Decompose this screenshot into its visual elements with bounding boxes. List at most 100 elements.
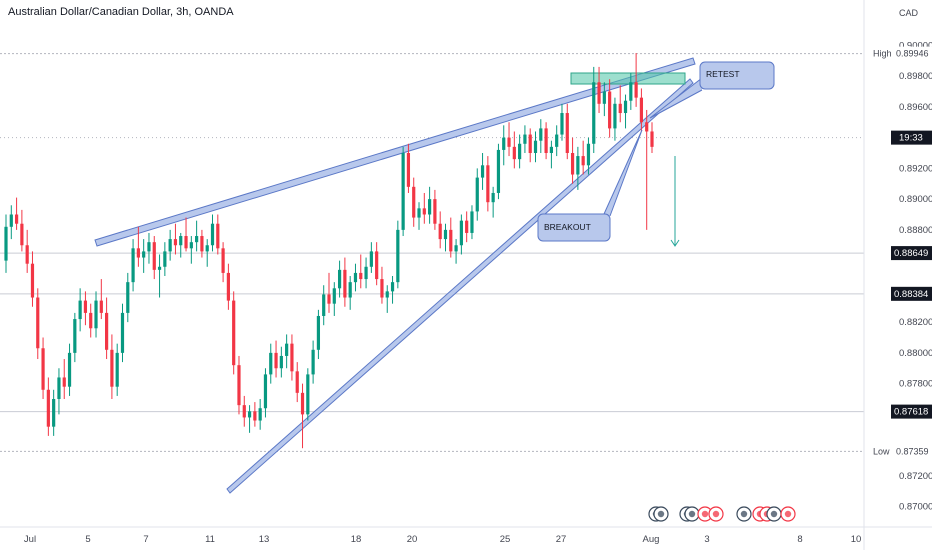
drawings[interactable] [94, 57, 696, 494]
candle-body [560, 113, 564, 135]
candle-body [486, 165, 490, 203]
candle-body [576, 156, 580, 175]
candle-body [406, 153, 411, 187]
candle-body [242, 405, 246, 418]
candle-body [592, 82, 596, 144]
retest-callout[interactable] [699, 61, 775, 90]
candle-body [226, 272, 230, 301]
candle-body [565, 113, 569, 153]
candle-body [428, 199, 432, 215]
candle-body [237, 365, 241, 406]
candle-body [465, 220, 469, 233]
candle-body [46, 389, 50, 427]
level-value: 0.87359 [896, 446, 929, 456]
candle-body [274, 352, 278, 369]
event-marker-dot [688, 510, 696, 518]
chart-title: Australian Dollar/Canadian Dollar, 3h, O… [8, 6, 234, 18]
candle-body [173, 239, 178, 246]
candle-body [110, 349, 114, 387]
target-arrow-head [670, 239, 680, 247]
lower-trendline[interactable] [226, 78, 694, 494]
candle-body [634, 82, 638, 98]
candle-body [253, 411, 257, 421]
candle-body [184, 236, 188, 249]
candle-body [507, 137, 511, 147]
candle-body [618, 103, 622, 114]
candle-body [459, 220, 463, 246]
candle-body [343, 269, 347, 298]
price-tick-label: 0.89200 [899, 163, 932, 174]
level-value: 0.88384 [894, 289, 928, 300]
candle-body [570, 153, 575, 175]
candle-body [353, 272, 358, 283]
candle-body [14, 214, 19, 224]
candle-body [300, 392, 305, 415]
candle-body [390, 282, 395, 292]
current-price-time: 19:33 [899, 133, 923, 144]
candle-body [412, 186, 416, 218]
price-tick-label: 0.89000 [899, 194, 932, 205]
price-tick-label: 0.87000 [899, 502, 932, 513]
candles [4, 53, 654, 449]
candle-body [491, 192, 495, 203]
event-marker-dot [712, 510, 720, 518]
candle-body [57, 377, 61, 399]
event-markers[interactable] [648, 506, 796, 522]
candle-body [41, 348, 45, 390]
candle-body [623, 100, 628, 114]
level-tag [891, 404, 932, 419]
retest-label: RETEST [706, 69, 740, 79]
candle-body [126, 282, 130, 313]
annotations[interactable]: RETEST BREAKOUT [537, 61, 775, 247]
candle-body [475, 177, 479, 212]
candle-body [348, 282, 352, 298]
level-tag [891, 246, 932, 261]
candle-body [443, 229, 448, 240]
candle-body [544, 128, 548, 153]
candle-body [523, 134, 527, 144]
candle-body [359, 272, 363, 280]
candle-body [115, 352, 119, 387]
level-name: Low [873, 446, 890, 456]
candle-body [189, 242, 193, 249]
upper-trendline[interactable] [94, 57, 696, 247]
candle-body [285, 343, 289, 356]
candle-body [528, 134, 532, 153]
retest-zone[interactable] [570, 72, 686, 85]
candle-body [454, 245, 458, 252]
candle-body [629, 82, 633, 101]
price-tick-label: 0.89600 [899, 102, 932, 113]
candle-body [99, 300, 103, 313]
candle-body [83, 300, 88, 313]
candle-body [480, 165, 485, 178]
candle-body [422, 208, 426, 215]
candle-body [147, 242, 151, 252]
candle-body [385, 291, 389, 298]
candle-body [581, 156, 585, 166]
level-tag-bg [866, 444, 932, 459]
candle-body [597, 82, 601, 104]
breakout-callout[interactable] [537, 213, 611, 242]
level-tag [891, 286, 932, 301]
candle-body [364, 266, 368, 280]
candle-body [322, 294, 326, 316]
price-tick-label: 0.88800 [899, 225, 932, 236]
candle-body [518, 143, 522, 160]
candle-body [200, 236, 204, 252]
price-tick-label: 0.87200 [899, 471, 932, 482]
time-tick-label: 13 [259, 534, 270, 545]
event-marker-dot [740, 510, 748, 518]
candle-body [4, 226, 8, 261]
candle-body [247, 411, 252, 418]
event-marker-dot [770, 510, 778, 518]
candle-body [105, 312, 109, 350]
candle-body [401, 153, 405, 230]
candle-body [142, 251, 146, 258]
time-tick-label: 10 [851, 534, 862, 545]
breakout-pointer [603, 129, 643, 217]
candle-body [433, 199, 437, 224]
candle-body [396, 229, 400, 283]
time-tick-label: 5 [85, 534, 90, 545]
